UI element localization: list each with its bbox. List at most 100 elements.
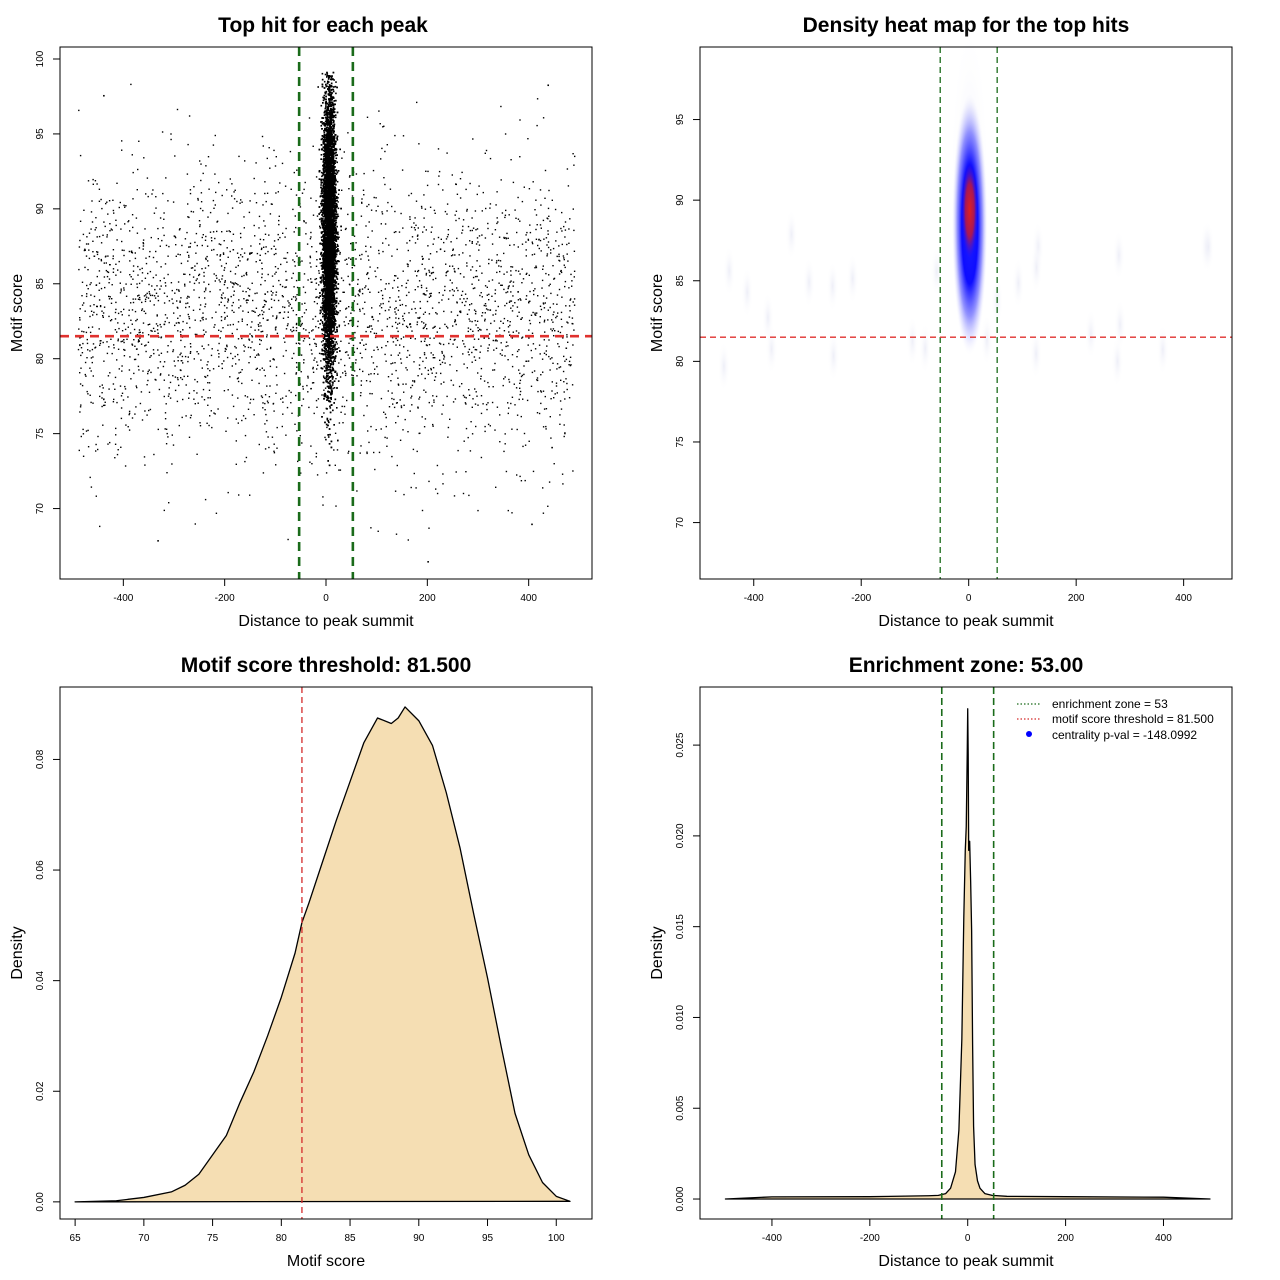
scatter-point <box>82 342 84 345</box>
scatter-point <box>162 365 165 368</box>
scatter-point <box>516 414 519 416</box>
scatter-point <box>196 333 198 336</box>
scatter-point <box>560 269 562 272</box>
scatter-point <box>548 355 550 358</box>
scatter-point <box>474 313 477 315</box>
scatter-point <box>547 319 549 321</box>
scatter-point <box>241 201 243 203</box>
scatter-point <box>321 394 323 396</box>
scatter-point <box>221 367 223 370</box>
scatter-point <box>377 205 379 207</box>
scatter-point <box>237 321 240 323</box>
scatter-point <box>398 290 400 292</box>
scatter-point <box>391 455 393 458</box>
scatter-point <box>196 262 198 265</box>
scatter-point <box>202 234 204 236</box>
scatter-point <box>427 369 429 372</box>
scatter-point <box>134 298 137 300</box>
scatter-point <box>213 248 215 251</box>
scatter-point <box>368 373 370 376</box>
scatter-point <box>436 251 438 253</box>
scatter-point <box>455 219 457 222</box>
scatter-point <box>268 308 270 310</box>
scatter-point <box>164 263 167 265</box>
scatter-point <box>120 407 123 409</box>
scatter-point <box>145 344 147 346</box>
scatter-point <box>279 283 282 286</box>
scatter-point <box>416 101 418 104</box>
scatter-point <box>436 464 439 467</box>
scatter-point <box>408 312 410 314</box>
scatter-point <box>215 512 218 514</box>
scatter-point <box>370 246 372 248</box>
scatter-point <box>509 321 511 323</box>
scatter-point <box>143 456 146 458</box>
scatter-point <box>188 296 190 298</box>
scatter-point <box>189 417 192 419</box>
scatter-point <box>324 436 326 439</box>
scatter-point <box>295 314 298 316</box>
scatter-point <box>338 347 340 349</box>
scatter-point <box>440 383 442 385</box>
scatter-point <box>262 402 264 404</box>
scatter-point <box>539 224 542 226</box>
scatter-point <box>180 334 182 336</box>
scatter-point <box>113 398 115 401</box>
scatter-point <box>152 327 155 330</box>
scatter-point <box>452 254 454 256</box>
scatter-point <box>142 239 145 241</box>
scatter-point <box>468 348 471 351</box>
scatter-point <box>454 321 456 323</box>
scatter-point <box>316 368 318 370</box>
scatter-point <box>469 450 472 452</box>
scatter-point <box>336 268 339 270</box>
scatter-point <box>507 326 510 328</box>
scatter-point <box>197 197 199 200</box>
scatter-point <box>168 300 171 302</box>
scatter-point <box>399 439 402 441</box>
scatter-point <box>421 263 423 265</box>
scatter-point <box>556 231 558 233</box>
scatter-point <box>79 319 81 321</box>
scatter-point <box>548 481 551 483</box>
scatter-point <box>227 324 229 326</box>
panel-scatter: Top hit for each peak -400 -200 0 200 400 70… <box>9 14 593 630</box>
scatter-point <box>512 181 515 184</box>
scatter-point <box>543 408 546 410</box>
scatter-point <box>353 235 356 237</box>
scatter-point <box>521 337 523 339</box>
scatter-point <box>176 108 179 111</box>
scatter-point <box>276 315 278 317</box>
scatter-point <box>367 288 369 290</box>
scatter-point <box>160 373 162 375</box>
scatter-point <box>397 286 399 288</box>
scatter-point <box>224 316 226 319</box>
scatter-point <box>290 329 292 331</box>
scatter-point <box>259 259 261 261</box>
scatter-point <box>311 353 313 355</box>
scatter-point <box>373 332 376 334</box>
scatter-point <box>296 294 298 296</box>
scatter-point <box>573 304 576 306</box>
scatter-point <box>446 152 448 154</box>
scatter-point <box>96 313 98 316</box>
scatter-point <box>224 281 226 283</box>
scatter-point <box>512 295 514 297</box>
scatter-point <box>303 188 305 191</box>
scatter-point <box>159 374 162 376</box>
scatter-point <box>250 398 252 401</box>
scatter-point <box>118 327 120 330</box>
scatter-point <box>243 344 245 346</box>
scatter-point <box>136 348 138 350</box>
scatter-point <box>119 385 122 387</box>
scatter-point <box>441 413 443 415</box>
scatter-point <box>443 310 445 313</box>
scatter-point <box>451 288 454 291</box>
scatter-point <box>465 427 468 430</box>
scatter-point <box>519 379 522 382</box>
scatter-point <box>488 262 490 265</box>
scatter-point <box>138 329 141 331</box>
scatter-point <box>100 287 103 290</box>
scatter-point <box>555 240 557 242</box>
scatter-point <box>274 329 277 331</box>
